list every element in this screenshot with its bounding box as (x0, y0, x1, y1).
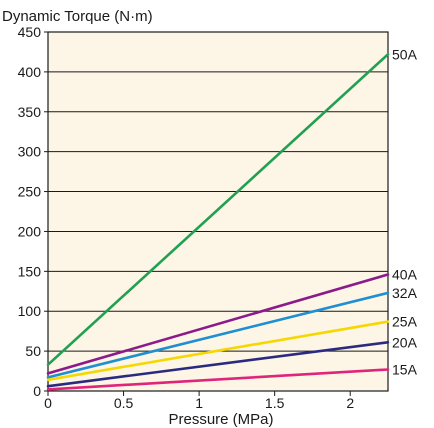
y-tick-label: 300 (18, 144, 42, 160)
y-tick-label: 150 (18, 263, 42, 279)
plot-background (48, 32, 388, 391)
series-line-50a (46, 52, 390, 367)
y-tick-label: 450 (18, 24, 42, 40)
x-tick-label: 0 (44, 395, 52, 411)
x-tick-label: 0.5 (114, 395, 134, 411)
series-label-25a: 25A (392, 314, 418, 330)
x-tick-label: 1 (195, 395, 203, 411)
series-label-20a: 20A (392, 334, 418, 350)
x-axis-title: Pressure (MPa) (168, 411, 273, 428)
y-tick-label: 250 (18, 184, 42, 200)
y-tick-label: 350 (18, 104, 42, 120)
plot-border (47, 31, 389, 392)
y-tick-label: 50 (25, 343, 41, 359)
y-axis-title: Dynamic Torque (N·m) (2, 8, 153, 25)
y-tick-label: 200 (18, 223, 42, 239)
series-label-15a: 15A (392, 361, 418, 377)
y-tick-label: 400 (18, 64, 42, 80)
series-label-40a: 40A (392, 267, 418, 283)
x-tick-label: 2 (346, 395, 354, 411)
series-line-40a (46, 273, 390, 375)
series-line-15a (46, 368, 390, 391)
y-tick-label: 100 (18, 303, 42, 319)
series-line-25a (46, 320, 390, 382)
series-line-20a (46, 340, 390, 388)
series-label-32a: 32A (392, 285, 418, 301)
series-label-50a: 50A (392, 46, 418, 62)
series-line-32a (46, 291, 390, 379)
y-tick-label: 0 (33, 383, 41, 399)
x-tick-label: 1.5 (265, 395, 285, 411)
